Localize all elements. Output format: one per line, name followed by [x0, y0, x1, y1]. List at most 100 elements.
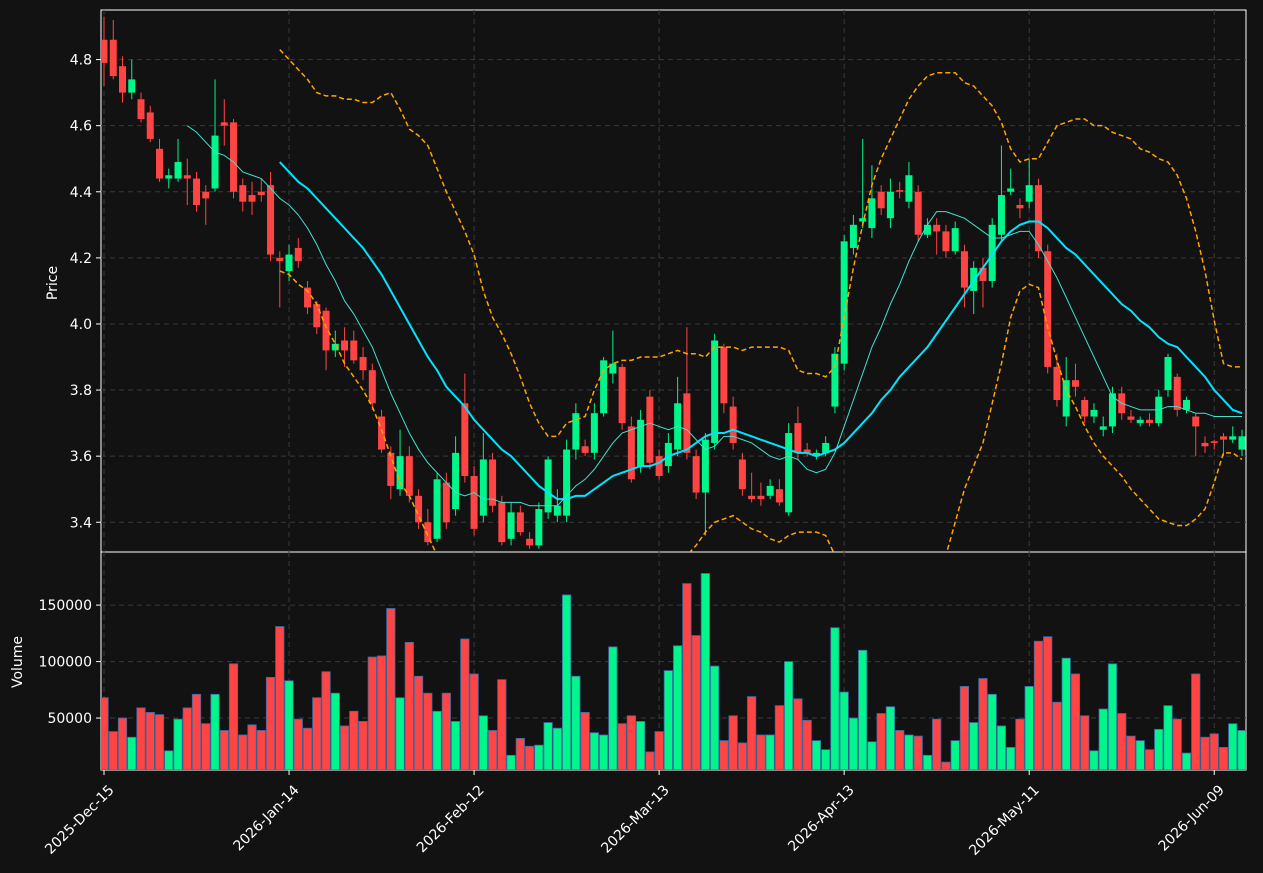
candle-body: [886, 191, 894, 219]
candle-body: [1145, 419, 1153, 424]
candle-body: [424, 522, 432, 543]
volume-bar: [636, 721, 646, 770]
volume-bar: [978, 678, 988, 770]
volume-bar: [201, 723, 211, 770]
y-tick-label: 3.8: [70, 383, 92, 399]
volume-bar: [117, 717, 128, 770]
volume-bar: [700, 573, 710, 770]
candle-body: [331, 343, 339, 351]
candle-body: [1182, 399, 1190, 410]
plot-area: [101, 573, 1246, 770]
volume-bar: [737, 742, 747, 770]
y-tick-label: 4.6: [70, 119, 92, 135]
candle-body: [627, 426, 635, 480]
candle-body: [1099, 426, 1107, 430]
volume-bar: [580, 711, 590, 770]
volume-bar: [219, 730, 229, 770]
candle-body: [202, 191, 210, 199]
x-tick-label: 2026-Jan-14: [231, 782, 303, 854]
plot-area: [101, 16, 1246, 552]
x-tick-label: 2026-Mar-13: [598, 782, 672, 856]
candle-body: [868, 198, 876, 229]
candle-body: [461, 403, 469, 476]
y-tick-label: 4.0: [70, 317, 92, 333]
candle-body: [1090, 409, 1098, 417]
candle-body: [1007, 188, 1015, 192]
volume-bar: [497, 679, 507, 770]
volume-bar: [1237, 730, 1246, 770]
volume-bar: [867, 741, 877, 770]
volume-bar: [895, 730, 905, 770]
candle-body: [516, 512, 524, 533]
volume-bar: [534, 744, 544, 770]
candle-body: [692, 456, 700, 493]
volume-bar: [1135, 740, 1145, 770]
candle-body: [905, 175, 913, 202]
candle-body: [729, 406, 737, 443]
x-tick-label: 2026-Apr-13: [785, 782, 858, 855]
candle-body: [775, 489, 783, 503]
candle-body: [341, 340, 349, 351]
x-tick-label: 2026-Feb-12: [414, 782, 488, 856]
candle-body: [618, 366, 626, 424]
volume-bar: [830, 627, 840, 770]
candle-body: [1044, 251, 1052, 367]
candle-body: [489, 459, 497, 506]
volume-bar: [682, 583, 692, 770]
volume-bar: [312, 697, 322, 770]
volume-bar: [506, 754, 516, 770]
y-tick-label: 4.4: [70, 185, 92, 201]
candle-body: [812, 452, 820, 457]
volume-bar: [784, 661, 794, 770]
candle-body: [313, 304, 321, 328]
volume-bar: [164, 750, 174, 770]
volume-bar: [1070, 673, 1081, 770]
volume-bar: [1218, 747, 1229, 770]
volume-bar: [210, 693, 220, 770]
volume-bar: [1015, 718, 1025, 770]
y-tick-label: 150000: [39, 598, 92, 614]
volume-bar: [1200, 736, 1210, 770]
volume-bar: [386, 608, 396, 770]
candle-body: [1071, 380, 1079, 387]
volume-bar: [1089, 750, 1099, 770]
volume-bar: [913, 735, 923, 770]
candle-body: [442, 482, 450, 523]
volume-bar: [876, 713, 886, 770]
candle-body: [109, 39, 117, 77]
volume-bar: [302, 727, 313, 770]
candle-body: [1229, 436, 1237, 440]
volume-bar: [173, 718, 183, 770]
volume-bar: [589, 732, 599, 770]
indicator-line: [279, 161, 1243, 501]
candle-body: [766, 485, 774, 496]
volume-bar: [423, 692, 433, 770]
candle-body: [1034, 185, 1042, 252]
volume-bar: [691, 635, 701, 770]
y-tick-label: 50000: [47, 711, 92, 727]
candle-body: [1210, 441, 1218, 443]
volume-bar: [441, 692, 451, 770]
volume-bar: [1163, 705, 1173, 770]
volume-bar: [524, 745, 535, 770]
x-tick-label: 2026-Jun-09: [1156, 782, 1228, 854]
candle-body: [600, 360, 608, 414]
candle-body: [849, 224, 857, 248]
volume-bar: [663, 670, 673, 770]
volume-bar: [1144, 749, 1155, 770]
candle-body: [646, 396, 654, 463]
volume-bar: [608, 646, 618, 770]
volume-bar: [1024, 686, 1034, 770]
volume-bar: [996, 725, 1007, 770]
candle-body: [248, 195, 256, 202]
candle-body: [452, 452, 460, 510]
volume-bar: [404, 641, 414, 770]
candle-body: [415, 495, 423, 523]
candle-body: [701, 439, 709, 493]
candle-body: [655, 456, 663, 476]
volume-bar: [543, 722, 553, 770]
candle-body: [479, 459, 487, 516]
volume-bar: [654, 731, 664, 770]
volume-bar: [599, 734, 609, 770]
volume-bar: [154, 714, 165, 770]
